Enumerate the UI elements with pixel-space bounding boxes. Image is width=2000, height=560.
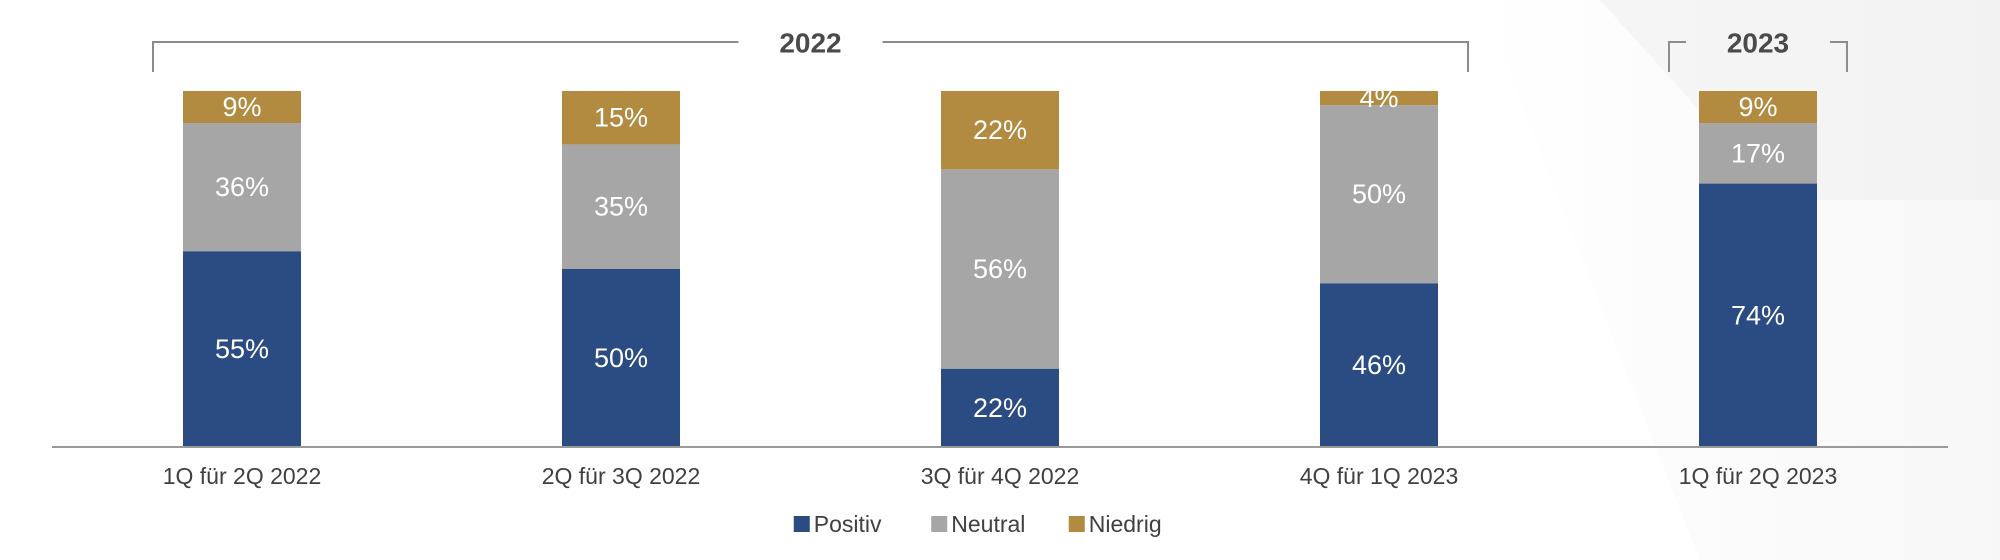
data-label-positiv-5: 74% (1731, 300, 1785, 330)
data-label-niedrig-4: 4% (1359, 83, 1398, 113)
bar-segment-positiv-4 (1320, 283, 1438, 447)
group-label-2022: 2022 (779, 28, 841, 59)
data-label-positiv-4: 46% (1352, 350, 1406, 380)
bar-segment-neutral-2 (562, 144, 680, 269)
bars-layer: 55% 36% 9% 50% 35% 15% 22% 56% 22% 46% 50% 4% 74% 17%… (183, 83, 1817, 447)
x-tick-label-3: 3Q für 4Q 2022 (921, 463, 1080, 489)
x-tick-label-5: 1Q für 2Q 2023 (1679, 463, 1838, 489)
bar-segment-positiv-2 (562, 269, 680, 447)
bar-segment-neutral-4 (1320, 105, 1438, 284)
data-label-neutral-2: 35% (594, 192, 648, 222)
bar-segment-niedrig-4 (1320, 91, 1438, 106)
x-tick-label-1: 1Q für 2Q 2022 (163, 463, 322, 489)
bar-segment-positiv-5 (1699, 183, 1817, 447)
group-bracket-2023 (1668, 41, 1848, 72)
bar-segment-neutral-5 (1699, 123, 1817, 184)
group-bracket-2022 (152, 41, 1469, 72)
data-label-niedrig-2: 15% (594, 103, 648, 133)
legend-swatch-niedrig (1068, 516, 1085, 532)
legend-swatch-neutral (931, 516, 948, 532)
data-label-neutral-4: 50% (1352, 179, 1406, 209)
x-tick-labels: 1Q für 2Q 2022 2Q für 3Q 2022 3Q für 4Q 20… (163, 463, 1838, 489)
group-brackets: 2022 2023 (152, 28, 1848, 72)
data-label-positiv-1: 55% (215, 334, 269, 364)
bar-segment-niedrig-2 (562, 91, 680, 145)
data-label-neutral-3: 56% (973, 254, 1027, 284)
data-label-positiv-2: 50% (594, 343, 648, 373)
data-label-neutral-5: 17% (1731, 138, 1785, 168)
x-tick-label-2: 2Q für 3Q 2022 (542, 463, 701, 489)
x-tick-label-4: 4Q für 1Q 2023 (1300, 463, 1459, 489)
legend-swatch-positiv (793, 516, 810, 532)
data-label-neutral-1: 36% (215, 172, 269, 202)
bar-segment-neutral-3 (941, 169, 1059, 369)
bar-segment-niedrig-1 (183, 91, 301, 124)
group-label-2023: 2023 (1727, 28, 1789, 59)
legend: Positiv Neutral Niedrig (793, 511, 1162, 537)
bar-segment-niedrig-5 (1699, 91, 1817, 124)
data-label-positiv-3: 22% (973, 393, 1027, 423)
data-label-niedrig-3: 22% (973, 115, 1027, 145)
legend-label-niedrig: Niedrig (1089, 511, 1162, 537)
legend-label-positiv: Positiv (814, 511, 882, 537)
data-label-niedrig-5: 9% (1738, 92, 1777, 122)
bar-segment-positiv-3 (941, 368, 1059, 447)
data-label-niedrig-1: 9% (222, 92, 261, 122)
legend-label-neutral: Neutral (951, 511, 1025, 537)
bar-segment-positiv-1 (183, 251, 301, 447)
bar-segment-niedrig-3 (941, 91, 1059, 170)
bar-segment-neutral-1 (183, 123, 301, 252)
